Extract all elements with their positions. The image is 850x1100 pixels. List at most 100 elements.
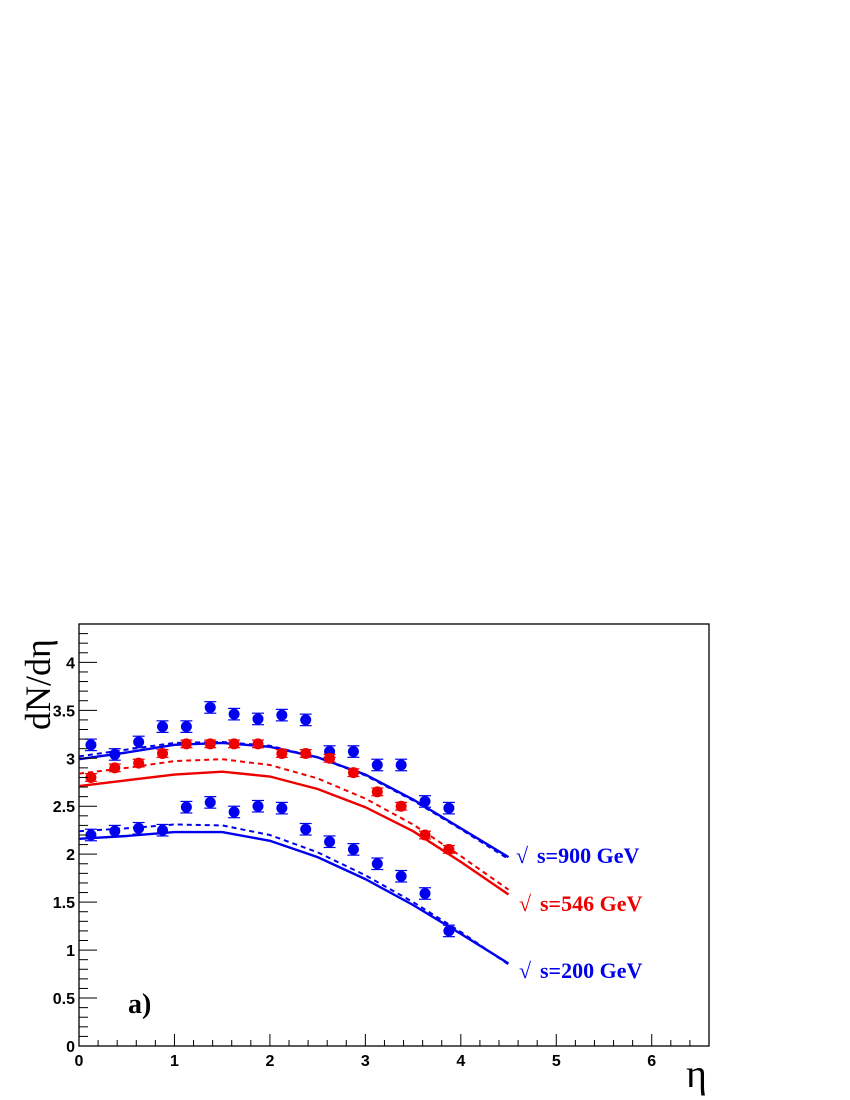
marker: [443, 802, 455, 814]
marker: [371, 759, 383, 771]
marker: [109, 762, 121, 774]
data-point-s-900-gev: [442, 801, 455, 815]
marker: [347, 746, 359, 758]
marker: [276, 747, 288, 759]
marker: [228, 708, 240, 720]
data-point-s-900-gev: [132, 735, 145, 749]
y-tick-label: 2: [66, 847, 75, 864]
data-point-s-900-gev: [108, 748, 121, 761]
curves-layer: [78, 740, 510, 966]
marker: [252, 800, 264, 812]
data-point-s-546-gev: [251, 738, 264, 750]
marker: [300, 747, 312, 759]
data-point-s-200-gev: [108, 824, 121, 838]
data-point-s-546-gev: [275, 747, 288, 759]
marker: [85, 829, 97, 841]
y-axis-title: dN/dη: [18, 639, 58, 730]
data-point-s-546-gev: [299, 747, 312, 759]
marker: [395, 870, 407, 882]
points-layer: [84, 701, 455, 938]
marker: [228, 806, 240, 818]
marker: [180, 738, 192, 750]
marker: [395, 800, 407, 812]
marker: [347, 843, 359, 855]
data-point-s-546-gev: [108, 762, 121, 774]
x-tick-label: 0: [75, 1053, 84, 1070]
marker: [109, 748, 121, 760]
data-point-s-900-gev: [204, 701, 217, 714]
marker: [228, 738, 240, 750]
marker: [133, 736, 145, 748]
marker: [443, 925, 455, 937]
data-point-s-200-gev: [347, 843, 360, 856]
marker: [419, 829, 431, 841]
marker: [157, 747, 169, 759]
data-point-s-200-gev: [251, 799, 264, 813]
data-point-s-900-gev: [156, 720, 169, 733]
marker: [324, 752, 336, 764]
marker: [85, 739, 97, 751]
data-point-s-900-gev: [251, 712, 264, 726]
data-point-s-900-gev: [371, 758, 384, 772]
data-point-s-900-gev: [299, 713, 312, 727]
marker: [419, 795, 431, 807]
data-point-s-200-gev: [156, 823, 169, 837]
solid-curve-s-546-gev: [78, 770, 510, 896]
data-point-s-200-gev: [204, 796, 217, 809]
panel-label: a): [128, 989, 151, 1020]
marker: [300, 714, 312, 726]
marker: [443, 843, 455, 855]
marker: [276, 709, 288, 721]
marker: [109, 825, 121, 837]
data-point-s-200-gev: [228, 805, 241, 819]
y-tick-label: 4: [66, 655, 75, 672]
data-point-s-900-gev: [275, 708, 288, 722]
y-tick-label: 1.5: [53, 895, 75, 912]
data-point-s-200-gev: [442, 924, 455, 938]
marker: [133, 822, 145, 834]
x-tick-label: 1: [170, 1053, 179, 1070]
energy-text-200: s=200 GeV: [540, 958, 642, 983]
marker: [395, 759, 407, 771]
data-point-s-200-gev: [371, 857, 384, 871]
marker: [85, 771, 97, 783]
data-point-s-546-gev: [156, 747, 169, 759]
data-point-s-546-gev: [371, 786, 384, 798]
dashed-curve-s-200-gev: [78, 823, 510, 966]
marker: [419, 888, 431, 900]
data-point-s-546-gev: [84, 771, 97, 783]
x-tick-label: 4: [456, 1053, 465, 1070]
marker: [252, 738, 264, 750]
x-axis-title: η: [686, 1051, 707, 1096]
data-point-s-546-gev: [180, 738, 193, 750]
data-point-s-900-gev: [180, 720, 193, 733]
x-tick-label: 2: [265, 1053, 274, 1070]
marker: [252, 713, 264, 725]
data-point-s-546-gev: [323, 752, 336, 764]
data-point-s-546-gev: [228, 738, 241, 750]
energy-label-900: √ s=900 GeV: [516, 843, 639, 868]
marker: [204, 701, 216, 713]
marker: [157, 824, 169, 836]
energy-label-546: √ s=546 GeV: [519, 891, 642, 916]
y-tick-label: 3: [66, 751, 75, 768]
marker: [324, 836, 336, 848]
data-point-s-900-gev: [419, 795, 432, 808]
y-tick-label: 1: [66, 943, 75, 960]
marker: [347, 767, 359, 779]
data-point-s-200-gev: [395, 869, 408, 883]
data-point-s-200-gev: [132, 821, 145, 835]
data-point-s-546-gev: [395, 800, 408, 812]
marker: [133, 757, 145, 769]
data-point-s-200-gev: [180, 800, 193, 814]
data-point-s-900-gev: [347, 745, 360, 758]
data-point-s-200-gev: [84, 828, 97, 842]
marker: [180, 721, 192, 733]
marker: [180, 801, 192, 813]
y-tick-label: 0: [66, 1039, 75, 1056]
marker: [371, 786, 383, 798]
data-point-s-546-gev: [442, 843, 455, 855]
energy-text-900: s=900 GeV: [537, 843, 639, 868]
data-point-s-546-gev: [132, 757, 145, 769]
